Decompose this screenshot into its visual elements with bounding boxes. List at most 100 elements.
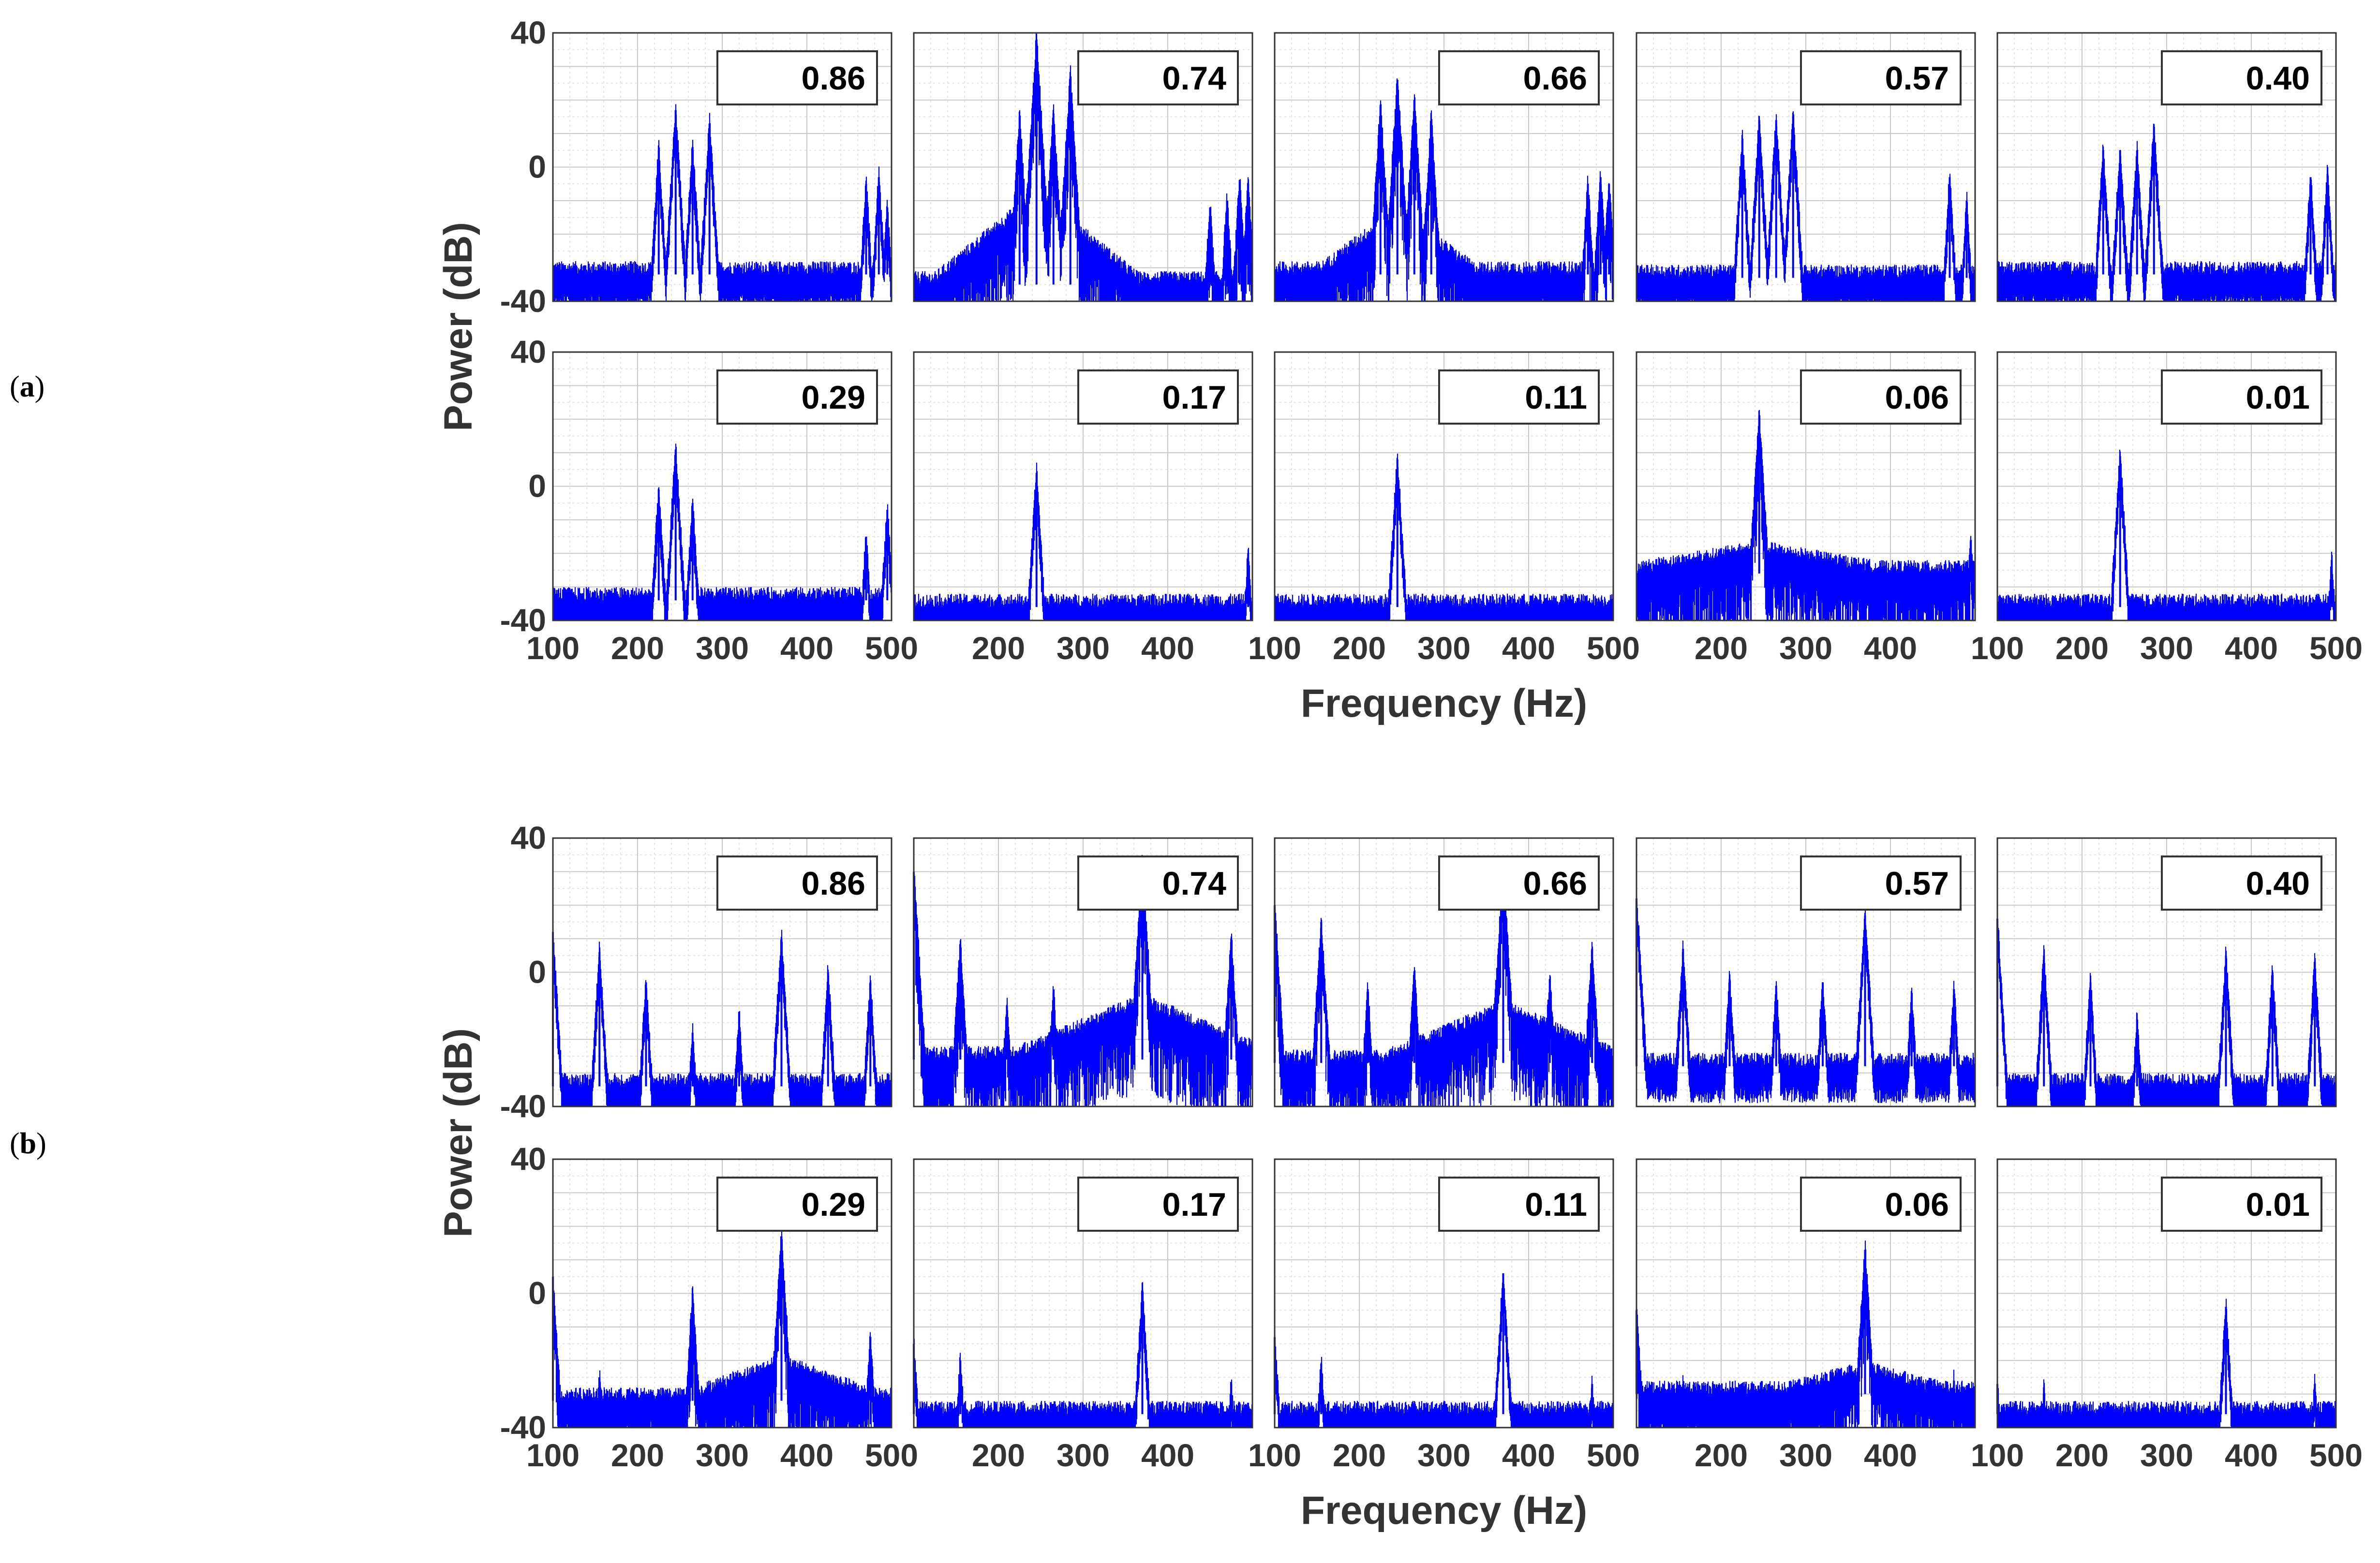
panel-b-subplot-2-annotation-box: [1077, 855, 1239, 911]
panel-a-subplot-3-frame: [1274, 32, 1614, 302]
panel-b-subplot-10-xtick-label: 400: [2225, 1437, 2278, 1473]
panel-a-subplot-5-annotation: 0.40: [2246, 60, 2310, 97]
panel-a-subplot-8-xtick-label: 300: [1417, 630, 1471, 666]
panel-a-subplot-2-annotation: 0.74: [1162, 60, 1227, 97]
panel-b-subplot-8-xtick-label: 100: [1248, 1437, 1301, 1473]
panel-a-subplot-8-xtick-label: 200: [1333, 630, 1386, 666]
panel-a-subplot-5-annotation-box: [2161, 50, 2322, 105]
panel-a-subplot-1-ytick-label: 0: [528, 149, 546, 185]
panel-b-subplot-8-annotation: 0.11: [1525, 1186, 1587, 1223]
panel-a-subplot-9-annotation: 0.06: [1885, 379, 1949, 416]
panel-a-subplot-9-annotation-box: [1800, 369, 1962, 425]
panel-a-subplot-10-xtick-label: 400: [2225, 630, 2278, 666]
panel-a-subplot-6-annotation-box: [716, 369, 878, 425]
panel-a-subplot-8-frame: [1274, 351, 1614, 621]
panel-a-subplot-1-ytick-label: 40: [511, 15, 546, 50]
panel-a-subplot-6-annotation: 0.29: [802, 379, 865, 416]
panel-a-subplot-10-annotation: 0.01: [2246, 379, 2310, 416]
panel-b-subplot-8-xtick-label: 300: [1417, 1437, 1471, 1473]
panel-b-subplot-10-xtick-label: 200: [2055, 1437, 2109, 1473]
panel-a-subplot-7-xtick-label: 200: [972, 630, 1025, 666]
panel-b-subplot-9-frame: [1636, 1158, 1976, 1429]
panel-b-subplot-1-ytick-label: 40: [511, 820, 546, 855]
panel-a-ylabel: Power (dB): [436, 222, 480, 431]
panel-b-subplot-8-xtick-label: 500: [1587, 1437, 1640, 1473]
panel-a-subplot-10-xtick-label: 500: [2309, 630, 2363, 666]
panel-b-subplot-6-xtick-label: 400: [780, 1437, 833, 1473]
panel-b-subplot-6-xtick-label: 300: [696, 1437, 749, 1473]
panel-a-subplot-8-annotation-box: [1438, 369, 1600, 425]
panel-b-subplot-9-xtick-label: 300: [1779, 1437, 1832, 1473]
panel-b-subplot-4-annotation: 0.57: [1885, 865, 1949, 902]
panel-b-subplot-9-xtick-label: 200: [1695, 1437, 1748, 1473]
panel-a-label: (a): [10, 370, 45, 403]
panel-a-subplot-3-annotation-box: [1438, 50, 1600, 105]
panel-a-subplot-7-annotation-box: [1077, 369, 1239, 425]
panel-a-subplot-8-xtick-label: 400: [1502, 630, 1555, 666]
panel-a-subplot-10-annotation-box: [2161, 369, 2322, 425]
panel-a-subplot-7-xtick-label: 400: [1141, 630, 1194, 666]
panel-a-subplot-1-ytick-label: -40: [500, 283, 546, 319]
panel-b-subplot-6-annotation-box: [716, 1177, 878, 1232]
panel-b-subplot-1-ytick-label: -40: [500, 1088, 546, 1124]
panel-b-subplot-6-xtick-label: 200: [611, 1437, 664, 1473]
panel-b-subplot-6-xtick-label: 500: [865, 1437, 918, 1473]
panel-b-subplot-7-frame: [913, 1158, 1253, 1429]
panel-a-subplot-10-xtick-label: 100: [1971, 630, 2024, 666]
panel-b-subplot-10-xtick-label: 300: [2140, 1437, 2193, 1473]
panel-a-subplot-9-frame: [1636, 351, 1976, 621]
panel-b-subplot-8-annotation-box: [1438, 1177, 1600, 1232]
panel-b-subplot-9-xtick-label: 400: [1864, 1437, 1917, 1473]
panel-b-subplot-6-ytick-label: 40: [511, 1141, 546, 1177]
panel-b-subplot-10-xtick-label: 500: [2309, 1437, 2363, 1473]
panel-b-subplot-6-xtick-label: 100: [526, 1437, 580, 1473]
panel-a-subplot-4-frame: [1636, 32, 1976, 302]
panel-a-subplot-4-annotation: 0.57: [1885, 60, 1949, 97]
panel-b-subplot-1-ytick-label: 0: [528, 954, 546, 990]
panel-b-subplot-3-annotation-box: [1438, 855, 1600, 911]
panel-a-subplot-2-frame: [913, 32, 1253, 302]
panel-b-subplot-10-annotation-box: [2161, 1177, 2322, 1232]
panel-a-subplot-8-annotation: 0.11: [1525, 379, 1587, 416]
panel-a-subplot-7-xtick-label: 300: [1056, 630, 1110, 666]
panel-b-subplot-1-frame: [552, 837, 892, 1107]
panel-b-subplot-6-annotation: 0.29: [802, 1186, 865, 1223]
panel-b-subplot-1-annotation-box: [716, 855, 878, 911]
panel-a-subplot-6-xtick-label: 100: [526, 630, 580, 666]
panel-a-subplot-6-xtick-label: 400: [780, 630, 833, 666]
panel-a-subplot-6-ytick-label: 0: [528, 468, 546, 504]
panel-b-subplot-3-frame: [1274, 837, 1614, 1107]
panel-a-subplot-6-xtick-label: 500: [865, 630, 918, 666]
panel-b-xlabel: Frequency (Hz): [1301, 1489, 1587, 1533]
panel-a-subplot-1-frame: [552, 32, 892, 302]
panel-b-subplot-10-annotation: 0.01: [2246, 1186, 2310, 1223]
panel-b-subplot-10-frame: [1996, 1158, 2337, 1429]
panel-b-subplot-6-ytick-label: -40: [500, 1409, 546, 1445]
panel-a-subplot-6-ytick-label: -40: [500, 602, 546, 638]
panel-a-subplot-4-annotation-box: [1800, 50, 1962, 105]
panel-b-subplot-4-frame: [1636, 837, 1976, 1107]
panel-a-subplot-9-xtick-label: 200: [1695, 630, 1748, 666]
panel-b-ylabel: Power (dB): [436, 1028, 480, 1238]
panel-b-subplot-8-xtick-label: 400: [1502, 1437, 1555, 1473]
panel-b-subplot-6-frame: [552, 1158, 892, 1429]
panel-b-subplot-3-annotation: 0.66: [1523, 865, 1587, 902]
panel-b-subplot-9-annotation: 0.06: [1885, 1186, 1949, 1223]
panel-a-subplot-9-xtick-label: 300: [1779, 630, 1832, 666]
panel-b-subplot-5-annotation: 0.40: [2246, 865, 2310, 902]
panel-b-subplot-7-xtick-label: 200: [972, 1437, 1025, 1473]
panel-a-subplot-1-annotation-box: [716, 50, 878, 105]
panel-a-subplot-5-frame: [1996, 32, 2337, 302]
panel-b-subplot-7-xtick-label: 400: [1141, 1437, 1194, 1473]
panel-a-subplot-8-xtick-label: 100: [1248, 630, 1301, 666]
panel-a-subplot-3-annotation: 0.66: [1523, 60, 1587, 97]
panel-b-subplot-2-frame: [913, 837, 1253, 1107]
panel-a-subplot-7-annotation: 0.17: [1162, 379, 1226, 416]
panel-b-subplot-4-annotation-box: [1800, 855, 1962, 911]
panel-b-subplot-10-xtick-label: 100: [1971, 1437, 2024, 1473]
panel-a-subplot-6-frame: [552, 351, 892, 621]
panel-a-subplot-6-ytick-label: 40: [511, 334, 546, 369]
panel-a-subplot-2-annotation-box: [1077, 50, 1239, 105]
panel-b-subplot-7-xtick-label: 300: [1056, 1437, 1110, 1473]
